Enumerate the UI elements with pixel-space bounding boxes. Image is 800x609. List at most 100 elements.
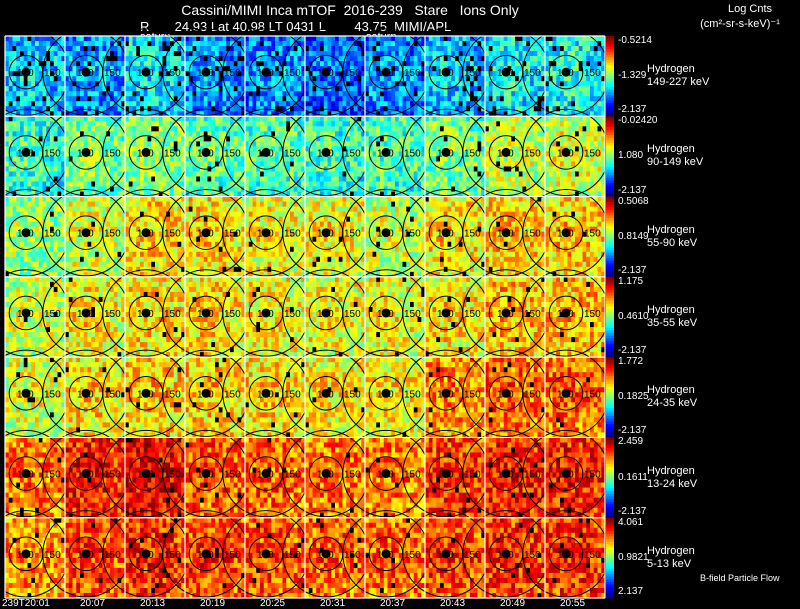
colorbar-mid: 0.4610 (618, 311, 649, 322)
heatmap-cell: 180 150 (222, 189, 310, 278)
energy-label: 35-55 keV (647, 317, 698, 329)
energy-label: 13-24 keV (647, 477, 698, 490)
ring-label-150: 150 (44, 550, 61, 561)
time-tick-label: 20:49 (500, 598, 526, 609)
saturn-dot (201, 228, 211, 238)
ring-label-180: 180 (497, 389, 514, 400)
ring-inner (548, 295, 584, 331)
colorbar-segment (606, 595, 614, 599)
ring-label-180: 180 (17, 309, 34, 320)
saturn-dot (561, 469, 571, 479)
colorbar-segment (606, 592, 614, 596)
orbit-info: R 24.93 Lat 40.98 LT 0431 L 43.75 MIMI/A… (140, 19, 452, 34)
ring-label-150: 150 (104, 550, 121, 561)
ring-label-180: 180 (497, 68, 514, 79)
colorbar-segment (606, 266, 614, 270)
ring-label-180: 180 (557, 229, 574, 240)
ring-label-150: 150 (44, 148, 61, 159)
colorbar-segment (606, 298, 614, 302)
ring-label-150: 150 (344, 470, 361, 481)
saturn-dot (141, 308, 151, 318)
ring-label-150: 150 (104, 229, 121, 240)
colorbar-segment (606, 327, 614, 331)
ring-label-180: 180 (437, 229, 454, 240)
ring-label-180: 180 (17, 389, 34, 400)
ring-label-150: 150 (164, 550, 181, 561)
colorbar-segment (606, 581, 614, 586)
heatmap-cell: 180 150 (522, 269, 610, 358)
ring-label-150: 150 (464, 148, 481, 159)
heatmap-cell: 180 150 (522, 510, 610, 599)
saturn-dot (261, 388, 271, 398)
ring-label-180: 180 (77, 68, 94, 79)
colorbar-min: -2.137 (618, 425, 647, 437)
colorbar-min: -2.137 (618, 264, 647, 276)
colorbar-segment (606, 544, 614, 548)
saturn-dot (261, 67, 271, 77)
heatmap-cell: 180 150 (402, 429, 490, 519)
colorbar-segment (606, 303, 614, 307)
heatmap-cell: 180 150 (342, 28, 430, 117)
colorbar-segment (606, 153, 614, 157)
colorbar-segment (606, 525, 614, 529)
colorbar-min: -2.137 (618, 104, 647, 116)
saturn-dot (261, 469, 271, 479)
ring-label-150: 150 (44, 229, 61, 240)
colorbar-segment (606, 86, 614, 91)
saturn-dot (381, 388, 391, 398)
colorbar-segment (606, 62, 614, 66)
colorbar-segment (606, 421, 614, 425)
colorbar-segment (606, 549, 614, 554)
ring-label-150: 150 (584, 148, 601, 159)
colorbar-segment (606, 450, 614, 454)
colorbar-segment (606, 416, 614, 420)
saturn-dot (501, 67, 511, 77)
colorbar-segment (606, 41, 614, 45)
colorbar-segment (606, 145, 614, 149)
colorbar-segment (606, 108, 614, 112)
colorbar-segment (606, 207, 614, 211)
heatmap-cell: 180 150 (0, 269, 70, 358)
colorbar-segment (606, 228, 614, 232)
ring-label-150: 150 (224, 309, 241, 320)
ring-label-150: 150 (344, 148, 361, 159)
colorbar-segment (606, 402, 614, 406)
colorbar-segment (606, 68, 614, 72)
ring-label-180: 180 (137, 470, 154, 481)
colorbar-segment (606, 247, 614, 251)
ring-label-180: 180 (317, 470, 334, 481)
ring-label-180: 180 (17, 470, 34, 481)
colorbar-segment (606, 38, 614, 42)
colorbar-segment (606, 512, 614, 516)
colorbar-segment (606, 456, 614, 460)
heatmap-cell: 180 150 (162, 429, 250, 519)
colorbar-segment (606, 151, 614, 155)
ring-inner (548, 456, 584, 491)
heatmap-cell: 180 150 (42, 189, 130, 278)
colorbar-segment (606, 290, 614, 294)
saturn-dot (81, 388, 91, 398)
ring-label-180: 180 (77, 229, 94, 240)
ring-label-150: 150 (404, 550, 421, 561)
saturn-dot (321, 147, 331, 157)
heatmap-cell: 180 150 (522, 189, 610, 278)
colorbar-segment (606, 410, 614, 414)
species-label: Hydrogen (647, 63, 695, 76)
colorbar-segment (606, 201, 614, 206)
colorbar-segment (606, 560, 614, 564)
heatmap-cell: 180 150 (42, 429, 130, 519)
heatmap-cell: 180 150 (0, 28, 70, 117)
saturn-dot (441, 308, 451, 318)
colorbar-max: 1.772 (618, 356, 644, 368)
ring-label-180: 180 (557, 470, 574, 481)
ring-label-150: 150 (344, 68, 361, 79)
colorbar-segment (606, 370, 614, 374)
ring-label-150: 150 (284, 309, 301, 320)
heatmap-cell: 180 150 (522, 28, 610, 117)
ring-label-180: 180 (77, 470, 94, 481)
colorbar-segment (606, 52, 614, 56)
colorbar-segment (606, 325, 614, 329)
time-tick-label: 20:13 (140, 598, 166, 609)
ring-label-150: 150 (164, 309, 181, 320)
colorbar-segment (606, 196, 614, 200)
